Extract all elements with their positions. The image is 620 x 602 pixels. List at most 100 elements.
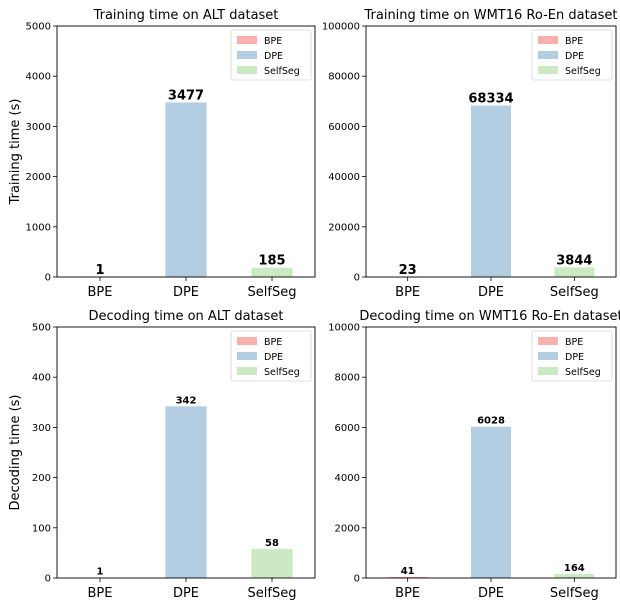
y-tick-label: 0	[45, 273, 51, 284]
legend-swatch-bpe	[538, 36, 558, 44]
x-tick-label: DPE	[478, 285, 504, 300]
bar-dpe	[471, 426, 511, 578]
legend-swatch-dpe	[538, 51, 558, 59]
y-tick-label: 4000	[26, 72, 51, 83]
x-tick-label: DPE	[173, 586, 199, 601]
y-tick-label: 1000	[26, 222, 51, 233]
y-tick-label: 60000	[328, 122, 360, 133]
y-tick-label: 8000	[335, 373, 360, 384]
chart-panel-4: 41 BPE 6028 DPE 164 SelfSeg 0 2000 4000 6000 8000 1…	[328, 309, 620, 601]
bar-dpe	[165, 102, 207, 278]
legend-label: BPE	[565, 36, 583, 47]
y-tick-label: 0	[354, 273, 360, 284]
legend: BPE DPE SelfSeg	[230, 29, 312, 81]
y-tick-label: 2000	[26, 172, 51, 183]
legend: BPE DPE SelfSeg	[531, 29, 613, 81]
legend-label: DPE	[264, 352, 283, 363]
legend: BPE DPE SelfSeg	[230, 330, 312, 382]
x-tick-label: DPE	[478, 586, 504, 601]
y-tick-label: 4000	[335, 473, 360, 484]
y-tick-label: 3000	[26, 122, 51, 133]
y-tick-label: 2000	[335, 523, 360, 534]
x-tick-label: BPE	[88, 285, 113, 300]
y-tick-label: 5000	[26, 22, 51, 33]
axes-frame	[365, 25, 617, 278]
legend-swatch-dpe	[538, 352, 558, 360]
legend-label: DPE	[565, 352, 584, 363]
x-tick-label: BPE	[88, 586, 113, 601]
legend-label: BPE	[264, 36, 282, 47]
bar-selfseg	[251, 267, 293, 277]
chart-panel-1: 1 BPE 3477 DPE 185 SelfSeg 0 1000 2000 3000 4000 50…	[8, 8, 316, 300]
bar-selfseg	[251, 548, 293, 578]
x-tick-label: SelfSeg	[550, 586, 599, 601]
axes-frame	[56, 326, 316, 579]
legend-swatch-dpe	[237, 51, 257, 59]
bar-value-label: 164	[564, 563, 585, 574]
legend-label: BPE	[565, 337, 583, 348]
bar-value-label: 23	[399, 263, 417, 278]
bar-value-label: 3477	[168, 88, 204, 103]
y-tick-label: 200	[32, 473, 51, 484]
chart-title: Training time on ALT dataset	[93, 8, 279, 23]
bar-bpe	[387, 576, 428, 578]
y-tick-label: 80000	[328, 72, 360, 83]
legend-swatch-selfseg	[237, 66, 257, 74]
x-tick-label: BPE	[395, 586, 420, 601]
chart-title: Decoding time on WMT16 Ro-En dataset	[359, 309, 620, 324]
chart-title: Training time on WMT16 Ro-En dataset	[363, 8, 617, 23]
legend-label: SelfSeg	[565, 367, 601, 378]
legend-swatch-bpe	[237, 36, 257, 44]
x-tick-label: SelfSeg	[550, 285, 599, 300]
y-tick-label: 400	[32, 373, 51, 384]
bar-value-label: 6028	[477, 416, 505, 427]
legend-swatch-selfseg	[538, 66, 558, 74]
y-axis-label: Training time (s)	[8, 99, 23, 206]
legend-label: DPE	[565, 51, 584, 62]
bar-value-label: 41	[401, 566, 415, 577]
chart-title: Decoding time on ALT dataset	[89, 309, 284, 324]
chart-panel-2: 23 BPE 68334 DPE 3844 SelfSeg 0 20000 40000 60000…	[322, 8, 618, 300]
x-tick-label: SelfSeg	[248, 285, 297, 300]
y-tick-label: 100000	[322, 22, 360, 33]
bar-value-label: 1	[97, 566, 104, 577]
bar-value-label: 58	[265, 538, 279, 549]
bar-value-label: 3844	[556, 253, 592, 268]
legend-swatch-selfseg	[538, 367, 558, 375]
y-tick-label: 10000	[328, 323, 360, 334]
legend-swatch-selfseg	[237, 367, 257, 375]
bar-dpe	[165, 406, 207, 578]
y-tick-label: 20000	[328, 222, 360, 233]
bar-value-label: 185	[258, 254, 285, 269]
axes-frame	[365, 326, 617, 579]
bar-dpe	[471, 105, 511, 277]
x-tick-label: SelfSeg	[248, 586, 297, 601]
legend-label: SelfSeg	[264, 367, 300, 378]
bar-value-label: 342	[176, 395, 197, 406]
y-tick-label: 0	[45, 574, 51, 585]
y-tick-label: 6000	[335, 423, 360, 434]
bar-value-label: 1	[95, 263, 104, 278]
legend-swatch-dpe	[237, 352, 257, 360]
x-tick-label: BPE	[395, 285, 420, 300]
x-tick-label: DPE	[173, 285, 199, 300]
y-tick-label: 300	[32, 423, 51, 434]
y-tick-label: 100	[32, 523, 51, 534]
y-tick-label: 500	[32, 323, 51, 334]
bar-selfseg	[554, 267, 595, 277]
y-tick-label: 0	[354, 574, 360, 585]
legend-label: SelfSeg	[264, 66, 300, 77]
bar-value-label: 68334	[468, 91, 513, 106]
legend-swatch-bpe	[237, 337, 257, 345]
legend-label: DPE	[264, 51, 283, 62]
legend-label: BPE	[264, 337, 282, 348]
axes-frame	[56, 25, 316, 278]
y-axis-label: Decoding time (s)	[8, 394, 23, 510]
legend-label: SelfSeg	[565, 66, 601, 77]
legend: BPE DPE SelfSeg	[531, 330, 613, 382]
chart-panel-3: 1 BPE 342 DPE 58 SelfSeg 0 100 200 300 400 500 Decod…	[8, 309, 316, 601]
y-tick-label: 40000	[328, 172, 360, 183]
legend-swatch-bpe	[538, 337, 558, 345]
bar-selfseg	[554, 573, 595, 578]
